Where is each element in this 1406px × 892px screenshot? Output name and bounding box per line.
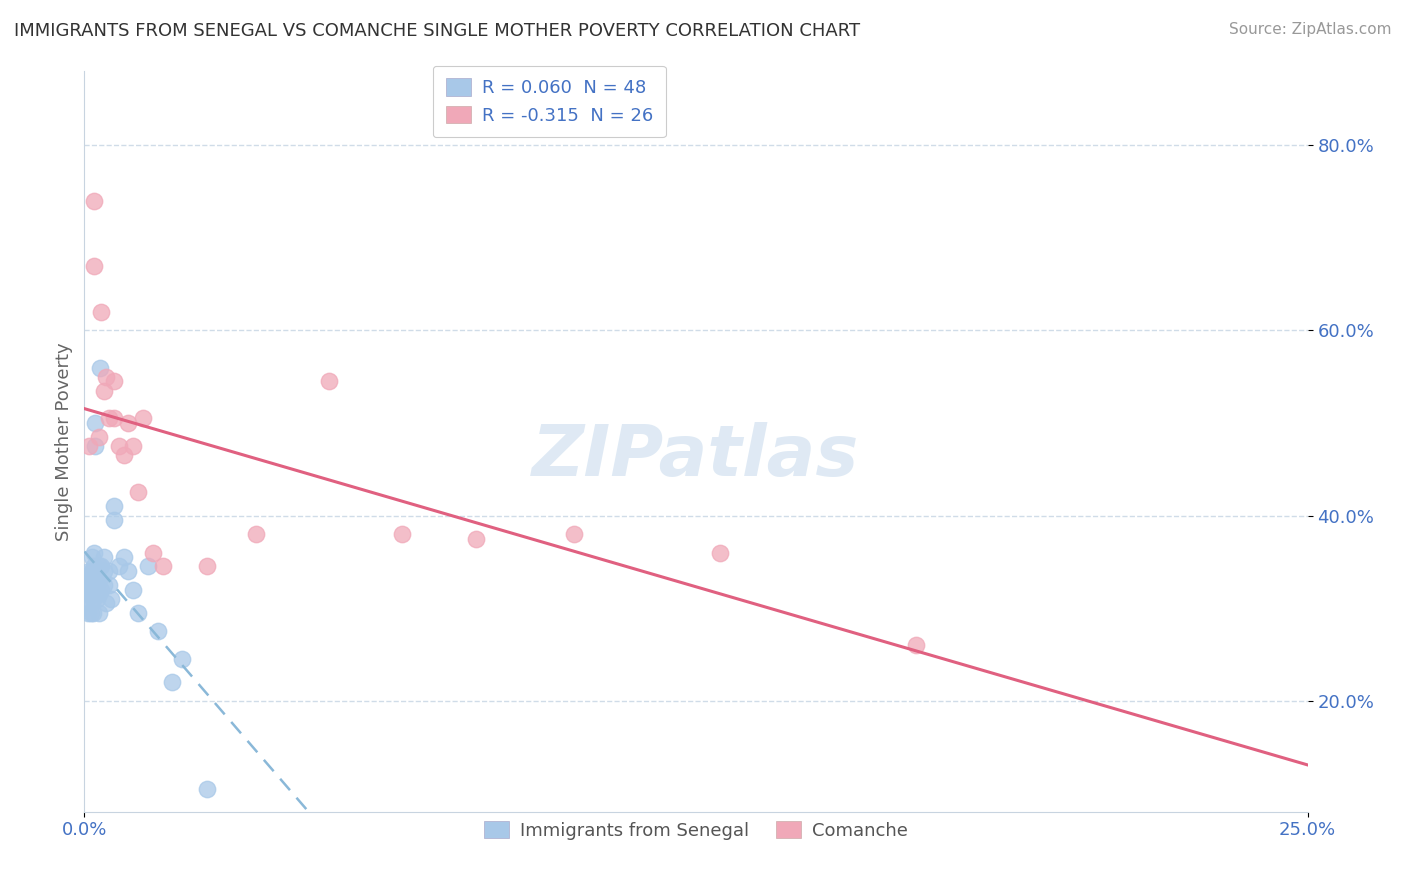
Point	[195, 781, 218, 796]
Point	[127, 485, 149, 500]
Point	[86, 578, 108, 592]
Point	[93, 578, 115, 592]
Point	[83, 259, 105, 273]
Point	[79, 587, 101, 601]
Point	[97, 564, 120, 578]
Point	[562, 527, 585, 541]
Point	[83, 574, 105, 588]
Point	[132, 411, 155, 425]
Point	[96, 597, 118, 611]
Point	[172, 652, 194, 666]
Point	[318, 375, 340, 389]
Point	[87, 574, 110, 588]
Point	[107, 439, 129, 453]
Point	[103, 375, 125, 389]
Point	[93, 564, 115, 578]
Point	[87, 587, 110, 601]
Point	[709, 546, 731, 560]
Point	[905, 638, 928, 652]
Point	[82, 591, 104, 606]
Point	[77, 578, 100, 592]
Point	[152, 559, 174, 574]
Point	[142, 546, 165, 560]
Point	[127, 606, 149, 620]
Point	[93, 550, 115, 565]
Y-axis label: Single Mother Poverty: Single Mother Poverty	[55, 343, 73, 541]
Text: ZIPatlas: ZIPatlas	[533, 422, 859, 491]
Point	[80, 550, 103, 565]
Point	[87, 606, 110, 620]
Point	[97, 411, 120, 425]
Point	[90, 305, 112, 319]
Point	[80, 606, 103, 620]
Text: IMMIGRANTS FROM SENEGAL VS COMANCHE SINGLE MOTHER POVERTY CORRELATION CHART: IMMIGRANTS FROM SENEGAL VS COMANCHE SING…	[14, 22, 860, 40]
Point	[117, 416, 139, 430]
Point	[97, 578, 120, 592]
Point	[86, 591, 108, 606]
Point	[84, 439, 107, 453]
Point	[83, 194, 105, 208]
Point	[93, 384, 115, 398]
Point	[122, 582, 145, 597]
Point	[76, 591, 98, 606]
Point	[89, 360, 111, 375]
Text: Source: ZipAtlas.com: Source: ZipAtlas.com	[1229, 22, 1392, 37]
Point	[83, 559, 105, 574]
Point	[103, 500, 125, 514]
Point	[77, 597, 100, 611]
Point	[83, 546, 105, 560]
Point	[195, 559, 218, 574]
Point	[77, 582, 100, 597]
Point	[103, 513, 125, 527]
Point	[87, 430, 110, 444]
Point	[79, 574, 101, 588]
Legend: Immigrants from Senegal, Comanche: Immigrants from Senegal, Comanche	[477, 814, 915, 847]
Point	[117, 564, 139, 578]
Point	[87, 559, 110, 574]
Point	[245, 527, 267, 541]
Point	[90, 559, 112, 574]
Point	[80, 564, 103, 578]
Point	[391, 527, 413, 541]
Point	[112, 550, 135, 565]
Point	[77, 439, 100, 453]
Point	[100, 591, 122, 606]
Point	[162, 675, 184, 690]
Point	[464, 532, 486, 546]
Point	[77, 564, 100, 578]
Point	[146, 624, 169, 639]
Point	[107, 559, 129, 574]
Point	[82, 582, 104, 597]
Point	[90, 582, 112, 597]
Point	[76, 606, 98, 620]
Point	[76, 568, 98, 582]
Point	[112, 449, 135, 463]
Point	[96, 369, 118, 384]
Point	[136, 559, 159, 574]
Point	[82, 606, 104, 620]
Point	[103, 411, 125, 425]
Point	[122, 439, 145, 453]
Point	[84, 416, 107, 430]
